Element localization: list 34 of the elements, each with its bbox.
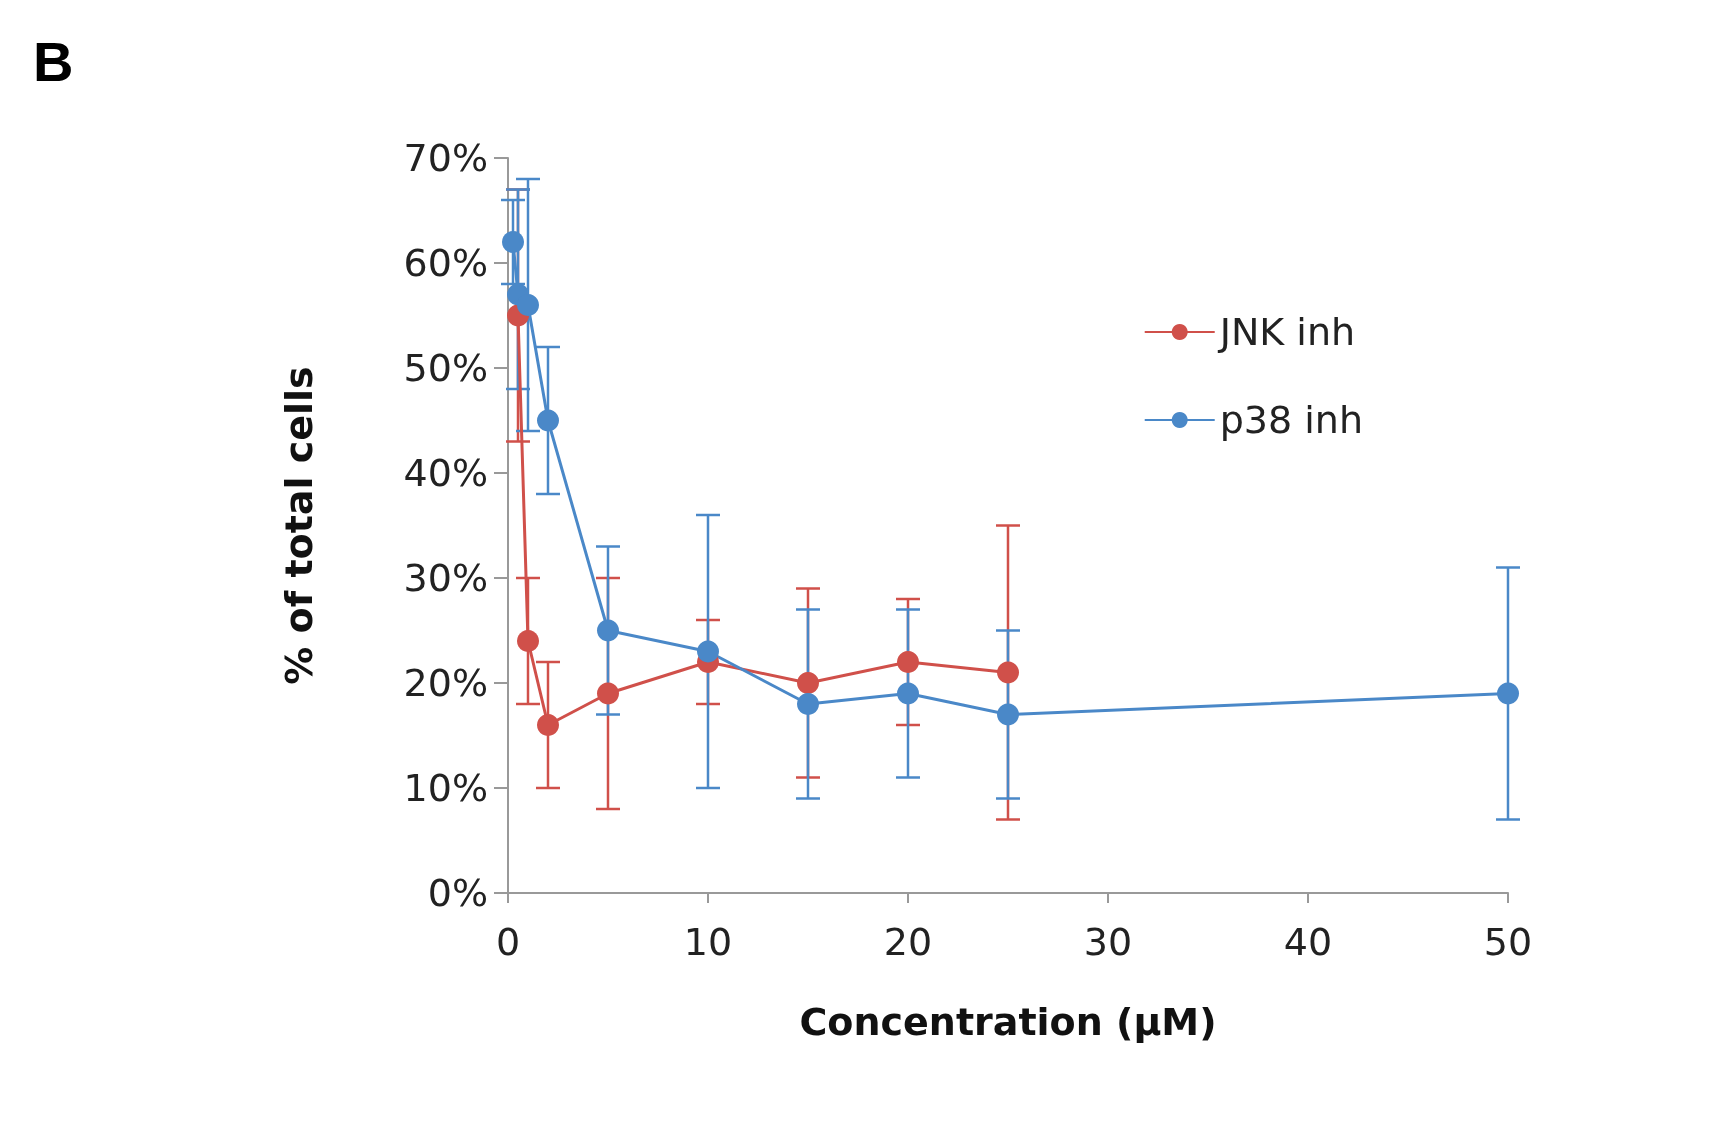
legend-label: JNK inh bbox=[1217, 310, 1356, 354]
point bbox=[897, 651, 919, 673]
y-tick-label: 40% bbox=[403, 451, 488, 495]
text: B bbox=[33, 29, 74, 93]
x-tick-label: 40 bbox=[1283, 920, 1333, 964]
point bbox=[797, 672, 819, 694]
point bbox=[517, 294, 539, 316]
x-tick-label: 0 bbox=[495, 920, 521, 964]
point bbox=[897, 682, 919, 705]
y-tick-label: 60% bbox=[403, 241, 488, 285]
point bbox=[537, 714, 559, 736]
point bbox=[502, 231, 524, 253]
y-tick-label: 10% bbox=[403, 766, 488, 810]
y-tick-label: 20% bbox=[403, 661, 488, 705]
point bbox=[997, 703, 1019, 726]
x-tick-label: 50 bbox=[1483, 920, 1533, 964]
x-axis-title: Concentration (µM) bbox=[799, 1000, 1217, 1044]
point bbox=[537, 409, 559, 432]
y-tick-label: 30% bbox=[403, 556, 488, 600]
y-axis-title: % of total cells bbox=[277, 366, 321, 685]
point bbox=[797, 693, 819, 715]
legend-label: p38 inh bbox=[1219, 398, 1363, 442]
point bbox=[597, 619, 619, 642]
x-tick-label: 30 bbox=[1083, 920, 1133, 964]
y-tick-label: 70% bbox=[403, 136, 488, 180]
x-tick-label: 10 bbox=[683, 920, 733, 964]
y-tick-label: 50% bbox=[403, 346, 488, 390]
x-tick-label: 20 bbox=[883, 920, 933, 964]
point bbox=[597, 682, 619, 705]
point bbox=[517, 630, 539, 652]
y-tick-label: 0% bbox=[427, 871, 488, 915]
point bbox=[1497, 682, 1519, 705]
point bbox=[697, 640, 719, 663]
point bbox=[997, 661, 1019, 684]
